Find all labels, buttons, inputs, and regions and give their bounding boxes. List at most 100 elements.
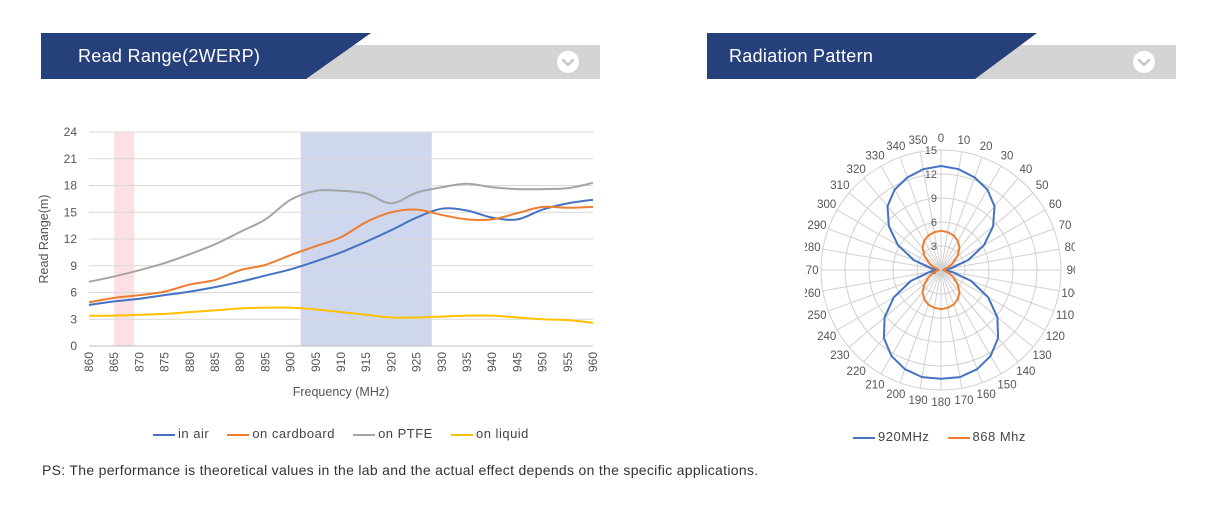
angle-tick-label: 40 [1019,164,1032,176]
y-tick-label: 15 [64,205,78,219]
polar-spoke [940,269,1054,312]
y-axis-label: Read Range(m) [37,195,51,284]
angle-tick-label: 350 [908,135,927,147]
radial-tick-label: 12 [925,169,937,181]
x-tick-label: 875 [158,352,172,372]
legend-swatch [153,433,175,436]
x-tick-label: 925 [410,352,424,372]
legend-item-920mhz: 920MHz [853,429,929,444]
series-line-in-air [88,198,594,306]
polar-spoke [822,269,942,292]
y-tick-label: 9 [70,259,77,273]
angle-tick-label: 280 [805,242,821,254]
x-tick-label: 885 [208,352,222,372]
x-tick-label: 960 [586,352,600,372]
read-range-legend: in air on cardboard on PTFE on liquid [153,426,543,441]
x-tick-label: 895 [258,352,272,372]
y-tick-label: 21 [64,152,78,166]
x-tick-label: 955 [561,352,575,372]
chevron-down-icon[interactable] [1133,51,1155,73]
angle-tick-label: 60 [1049,199,1062,211]
polar-spoke [940,269,1019,363]
polar-spoke [940,151,963,271]
polar-spoke [940,248,1060,271]
angle-tick-label: 70 [1059,220,1072,232]
legend-label: on cardboard [252,426,335,441]
x-tick-label: 910 [334,352,348,372]
radiation-pattern-title: Radiation Pattern [729,46,874,66]
polar-spoke [836,269,942,331]
legend-label: 868 Mhz [972,429,1026,444]
legend-swatch [353,433,376,436]
legend-item-in-air: in air [153,426,209,441]
angle-tick-label: 130 [1033,350,1052,362]
angle-tick-label: 180 [931,397,950,409]
radial-tick-label: 15 [925,145,937,157]
angle-tick-label: 260 [805,288,821,300]
angle-tick-label: 320 [847,164,866,176]
x-tick-label: 915 [359,352,373,372]
x-tick-label: 900 [284,352,298,372]
legend-item-on-ptfe: on PTFE [353,426,433,441]
series-line-on-ptfe [88,181,594,283]
legend-label: 920MHz [878,429,930,444]
x-tick-label: 930 [435,352,449,372]
angle-tick-label: 250 [807,310,826,322]
header-banner-shape [41,33,600,79]
angle-tick-label: 210 [865,379,884,391]
angle-tick-label: 340 [886,141,905,153]
series-line-on-cardboard [88,205,594,304]
radial-tick-label: 9 [931,193,937,205]
polar-series-868-mhz [921,229,961,311]
x-tick-label: 865 [107,352,121,372]
legend-label: in air [178,426,210,441]
polar-spoke [863,177,942,271]
x-tick-label: 935 [460,352,474,372]
legend-swatch [853,436,875,439]
angle-tick-label: 160 [977,389,996,401]
polar-spoke [919,151,942,271]
polar-spoke [899,157,942,271]
angle-tick-label: 80 [1065,242,1075,254]
polar-spoke [863,269,942,363]
polar-series-920mhz [882,165,1000,380]
legend-swatch [947,436,970,439]
polar-spoke [919,269,942,389]
y-tick-label: 6 [70,286,77,300]
angle-tick-label: 240 [817,331,836,343]
read-range-header: Read Range(2WERP) [41,33,600,79]
x-tick-label: 920 [384,352,398,372]
angle-tick-label: 200 [886,389,905,401]
x-tick-label: 870 [132,352,146,372]
angle-tick-label: 300 [817,199,836,211]
polar-spoke [940,157,983,271]
angle-tick-label: 290 [807,220,826,232]
y-tick-label: 3 [70,312,77,326]
polar-spoke [940,269,963,389]
legend-label: on PTFE [378,426,433,441]
read-range-chart: 0 3 6 9 12 15 18 21 24 860 865 870 875 880 885 890 895 90… [37,125,600,399]
angle-tick-label: 140 [1016,366,1035,378]
angle-tick-label: 220 [847,366,866,378]
radial-tick-label: 6 [931,217,937,229]
header-banner-shape [707,33,1176,79]
y-tick-label: 24 [64,125,78,139]
y-tick-label: 0 [70,339,77,353]
polar-spoke [940,269,1060,292]
angle-tick-label: 230 [830,350,849,362]
polar-spoke [940,177,1019,271]
angle-tick-label: 120 [1046,331,1065,343]
x-tick-label: 940 [485,352,499,372]
x-tick-label: 860 [82,352,96,372]
angle-tick-label: 30 [1001,151,1014,163]
chevron-down-icon[interactable] [557,51,579,73]
legend-label: on liquid [475,426,529,441]
radiation-pattern-legend: 920MHz 868 Mhz [853,429,1040,444]
angle-tick-label: 90 [1067,265,1075,277]
polar-spoke [940,209,1046,271]
polar-spoke [940,269,1046,331]
angle-tick-label: 20 [980,141,993,153]
read-range-title: Read Range(2WERP) [78,46,261,66]
footnote: PS: The performance is theoretical value… [42,462,759,478]
x-tick-label: 950 [536,352,550,372]
